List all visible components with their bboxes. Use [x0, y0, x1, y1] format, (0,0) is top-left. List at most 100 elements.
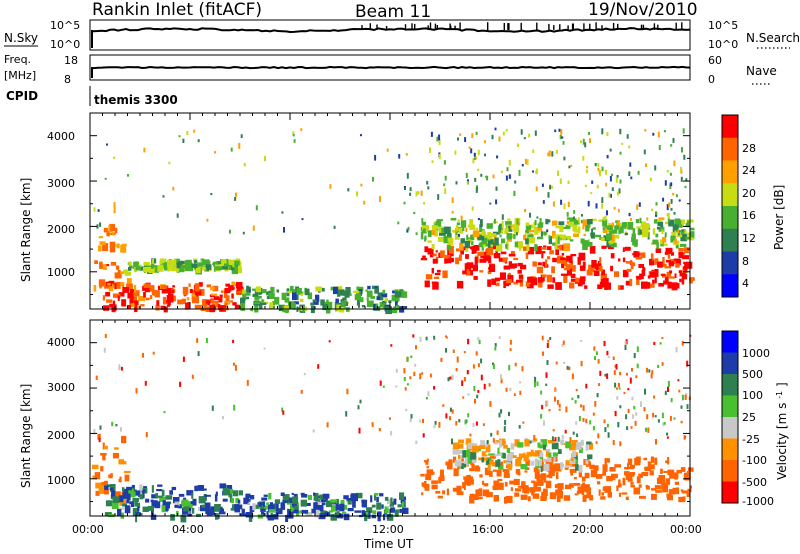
velocity-cell [531, 451, 535, 457]
velocity-echo [433, 335, 436, 340]
power-cell [578, 252, 586, 261]
power-cell [213, 296, 219, 301]
power-cell [479, 270, 484, 273]
power-cell [563, 267, 571, 271]
velocity-cell [604, 486, 612, 493]
velocity-cb-tick-500: 500 [742, 368, 763, 381]
velocity-cell [523, 452, 526, 458]
velocity-echo [546, 400, 549, 406]
velocity-y-tick-1000: 1000 [47, 474, 75, 487]
velocity-cell [132, 497, 139, 502]
velocity-cell [170, 514, 175, 521]
velocity-cell [112, 496, 120, 503]
freq-tick-high: 18 [64, 54, 78, 67]
velocity-cell [478, 445, 486, 450]
velocity-cell [474, 466, 481, 472]
velocity-cell [162, 500, 166, 506]
power-cell [445, 255, 452, 264]
velocity-cb-tick-1000: 1000 [742, 347, 770, 360]
velocity-echo [662, 422, 665, 427]
power-cell [181, 298, 186, 305]
velocity-cell [252, 503, 256, 511]
power-cell [109, 241, 116, 248]
velocity-echo [494, 343, 497, 347]
velocity-echo [478, 339, 481, 345]
power-cell [587, 221, 591, 228]
power-cell [589, 245, 596, 254]
velocity-echo [683, 435, 686, 440]
velocity-cell [572, 451, 577, 458]
velocity-cell [386, 505, 390, 508]
velocity-cell [465, 438, 472, 445]
power-cell [654, 258, 659, 265]
power-cell [595, 263, 602, 271]
velocity-cell [102, 453, 106, 461]
power-cell [561, 253, 565, 256]
velocity-echo [449, 416, 451, 421]
velocity-cell [226, 485, 233, 490]
power-echo [468, 146, 471, 149]
velocity-cell [222, 488, 230, 496]
velocity-cell [537, 478, 544, 486]
velocity-cell [485, 491, 493, 498]
velocity-echo [543, 420, 545, 426]
power-echo [608, 192, 611, 198]
power-cell [641, 281, 648, 289]
velocity-echo [440, 357, 443, 362]
velocity-cell [458, 454, 461, 460]
velocity-echo [666, 432, 669, 436]
power-cell [516, 279, 523, 283]
power-cell [460, 250, 464, 255]
power-cell [678, 225, 683, 228]
power-cell [234, 304, 241, 309]
power-cell [493, 253, 501, 259]
velocity-cell [134, 500, 138, 507]
velocity-cell [139, 484, 143, 491]
velocity-cell [157, 484, 163, 487]
power-cell [603, 278, 609, 284]
power-cell [324, 301, 328, 304]
velocity-y-tick-4000: 4000 [47, 336, 75, 349]
power-y-tick-3000: 3000 [47, 177, 75, 190]
power-cell [373, 304, 376, 311]
power-cell [145, 297, 150, 301]
velocity-echo [409, 376, 412, 380]
power-cell [209, 294, 215, 298]
velocity-cell [234, 504, 240, 512]
velocity-cell [622, 477, 626, 486]
velocity-cell [298, 510, 302, 514]
velocity-cell [573, 455, 578, 460]
power-cell [586, 269, 593, 276]
velocity-echo [604, 373, 607, 377]
velocity-echo [462, 396, 465, 399]
velocity-echo [558, 408, 561, 411]
power-cell [292, 292, 297, 301]
velocity-data [92, 433, 694, 523]
power-cell [645, 226, 648, 231]
velocity-cell [680, 489, 684, 492]
velocity-colorbar: 1000 500 100 25 -25 -100 -500 -1000 Velo… [721, 330, 789, 508]
velocity-echo [612, 440, 615, 446]
velocity-echo [619, 405, 622, 409]
power-cell [687, 232, 690, 238]
power-echo [617, 208, 620, 213]
power-cell [616, 220, 620, 226]
velocity-cell [574, 493, 578, 496]
velocity-echo [378, 428, 381, 432]
power-cell [205, 264, 212, 270]
velocity-cell [215, 491, 218, 496]
velocity-cell [145, 498, 150, 503]
velocity-cell [423, 460, 429, 463]
power-echo [444, 175, 447, 181]
velocity-cell [630, 484, 635, 488]
velocity-cell [542, 458, 547, 463]
velocity-echo [508, 364, 511, 371]
power-cell [163, 266, 169, 271]
velocity-cell [431, 480, 438, 484]
power-cell [649, 258, 653, 266]
velocity-cell [228, 490, 232, 498]
velocity-cell [219, 508, 224, 513]
velocity-echo [561, 343, 564, 347]
power-cell [293, 302, 296, 310]
velocity-cell [575, 452, 578, 456]
